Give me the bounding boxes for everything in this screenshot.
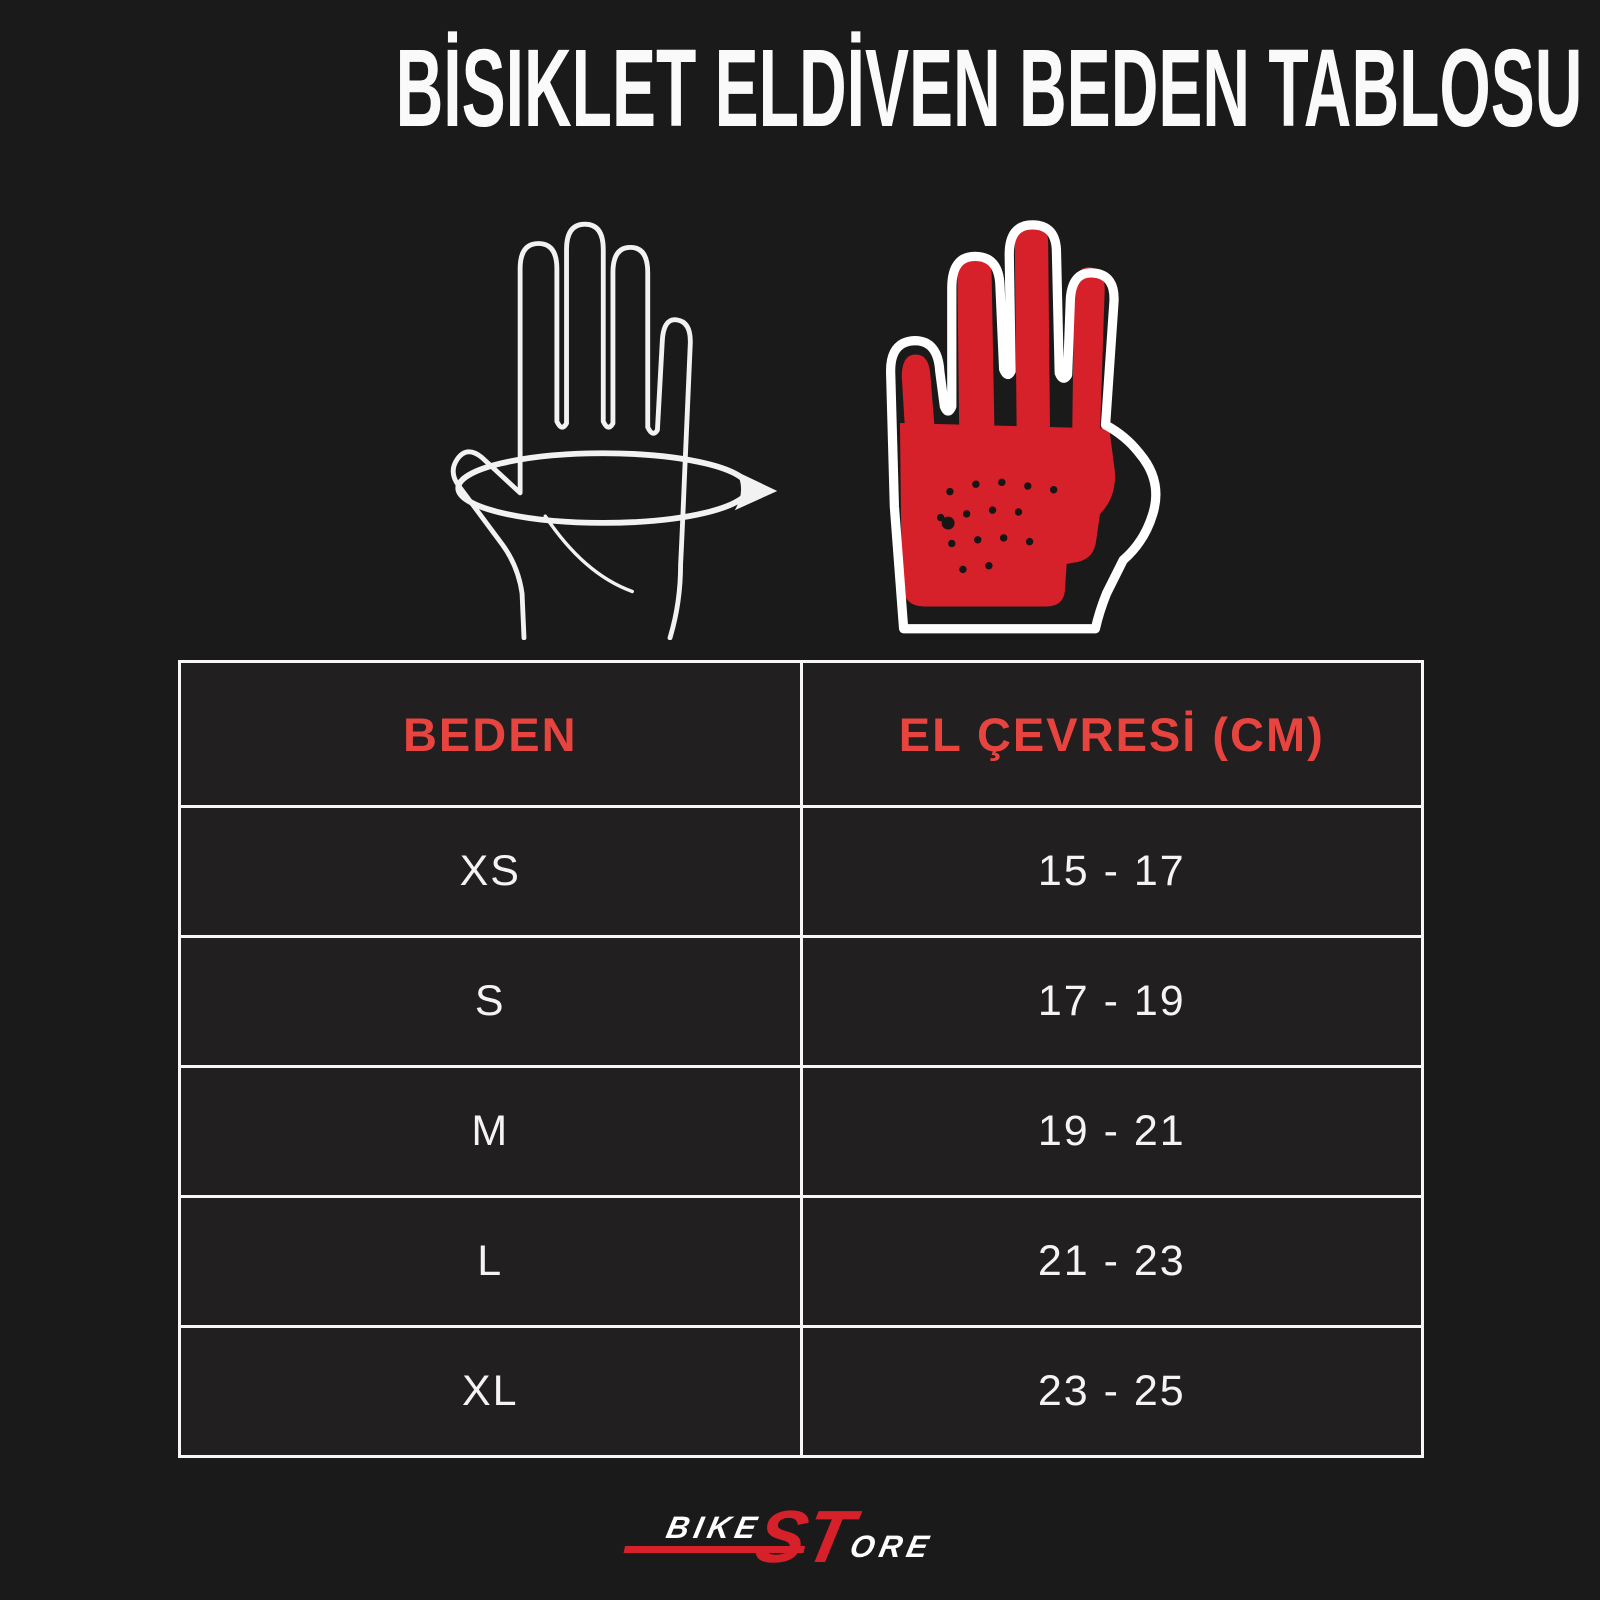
size-value: XS [178,805,803,938]
page-title-text: BİSIKLET ELDİVEN BEDEN TABLOSU [395,27,1583,150]
table-row-xl: XL 23 - 25 [178,1325,1424,1458]
size-chart-table: BEDEN EL ÇEVRESİ (CM) XS 15 - 17 S 17 - … [178,660,1424,1458]
size-value: S [178,935,803,1068]
logo-text-bike: BIKE [663,1510,765,1545]
size-value: L [178,1195,803,1328]
range-value: 23 - 25 [799,1325,1424,1458]
size-value: XL [178,1325,803,1458]
table-header-row: BEDEN EL ÇEVRESİ (CM) [178,660,1424,808]
table-row-s: S 17 - 19 [178,935,1424,1068]
logo-text-ore: ORE [847,1529,937,1564]
header-el-cevresi: EL ÇEVRESİ (CM) [799,660,1424,808]
range-value: 17 - 19 [799,935,1424,1068]
glove-red-panel [899,221,1116,607]
logo-swoosh [623,1546,806,1553]
glove-perforation-dots [936,478,1058,574]
measuring-hand-icon [450,221,778,640]
range-value: 19 - 21 [799,1065,1424,1198]
bikestore-logo: BIKE ST ORE [0,1495,1600,1579]
hand-illustrations [0,185,1600,640]
page-title: BİSIKLET ELDİVEN BEDEN TABLOSU [0,28,1600,149]
table-row-m: M 19 - 21 [178,1065,1424,1198]
range-value: 21 - 23 [799,1195,1424,1328]
header-beden: BEDEN [178,660,803,808]
size-value: M [178,1065,803,1198]
logo-text-st: ST [748,1495,861,1579]
range-value: 15 - 17 [799,805,1424,938]
table-row-xs: XS 15 - 17 [178,805,1424,938]
red-glove-icon [886,220,1161,634]
table-row-l: L 21 - 23 [178,1195,1424,1328]
